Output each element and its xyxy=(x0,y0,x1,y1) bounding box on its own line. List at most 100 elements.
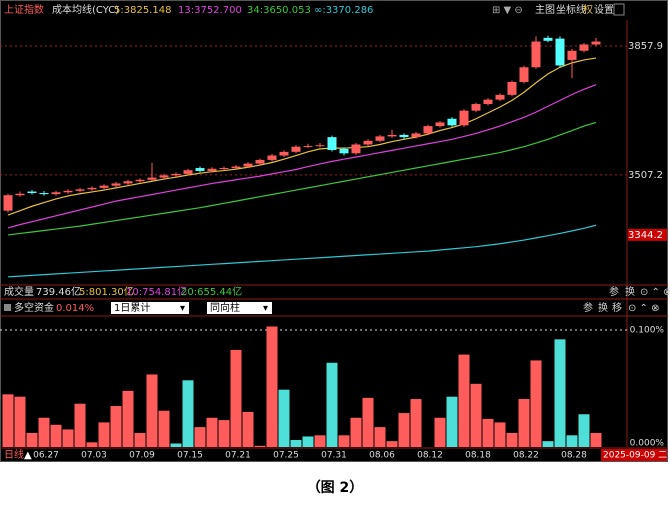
candle-body xyxy=(135,179,145,182)
bar xyxy=(338,435,350,447)
candle-body xyxy=(291,146,301,152)
bar xyxy=(506,432,518,447)
bar xyxy=(194,427,206,447)
bar xyxy=(158,410,170,447)
toolbar-item[interactable]: 主图 xyxy=(535,4,555,16)
bar xyxy=(398,413,410,447)
bar xyxy=(410,399,422,447)
tool[interactable]: 移 xyxy=(612,301,622,314)
candle-body xyxy=(183,170,193,174)
bar xyxy=(50,424,62,447)
indicator-name: 成本均线(CYC) xyxy=(52,3,119,16)
candle-body xyxy=(531,41,541,68)
toolbar-item[interactable]: 设置 xyxy=(594,4,614,16)
candle-body xyxy=(15,193,25,196)
volume-ma: 20:655.44亿 xyxy=(181,285,242,298)
ma-label: 34:3650.053 xyxy=(247,5,311,16)
x-tick-label: 08.12 xyxy=(417,451,443,461)
candle-body xyxy=(63,190,73,193)
icon[interactable]: ⊙ ⌃ ⊗ xyxy=(640,287,670,298)
bar xyxy=(62,429,74,447)
candle-body xyxy=(591,41,601,45)
bar xyxy=(182,380,194,447)
dropdown[interactable] xyxy=(207,302,272,314)
candle-body xyxy=(339,148,349,154)
candle-body xyxy=(351,144,361,154)
bar xyxy=(542,441,554,447)
candle-body xyxy=(471,104,481,111)
bar xyxy=(518,399,530,447)
bar xyxy=(554,339,566,447)
dropdown[interactable] xyxy=(111,302,189,314)
bar xyxy=(86,442,98,447)
y-tick-label: 0.100% xyxy=(630,326,665,336)
candle-body xyxy=(579,44,589,51)
tool[interactable]: 换 xyxy=(625,285,635,298)
x-tick-label: 07.03 xyxy=(81,451,107,461)
price-marker-label: 3344.2 xyxy=(628,230,663,241)
candle-body xyxy=(483,99,493,105)
bar xyxy=(98,422,110,447)
dropdown-text[interactable]: 同向柱 xyxy=(210,301,240,314)
bar xyxy=(302,436,314,447)
bar xyxy=(530,360,542,447)
y-tick-label: 3507.2 xyxy=(628,170,663,181)
dropdown-text[interactable]: 1日累计 xyxy=(114,301,150,314)
fund-value: 0.014% xyxy=(56,303,94,314)
candle-body xyxy=(243,163,253,167)
bar xyxy=(482,418,494,447)
candle-body xyxy=(315,145,325,147)
icon[interactable]: ▲ xyxy=(24,450,32,461)
candle-body xyxy=(267,155,277,160)
candle-body xyxy=(99,185,109,188)
fund-title: 多空资金 xyxy=(14,301,54,314)
candle-body xyxy=(507,81,517,95)
toolbar-item[interactable]: 坐标线 xyxy=(556,3,586,16)
bar xyxy=(494,422,506,447)
tool[interactable]: 换 xyxy=(598,301,608,314)
ma-label: ∞:3370.286 xyxy=(314,5,373,16)
icon[interactable]: ⊙ ⌃ ⊗ xyxy=(628,303,660,314)
bar xyxy=(254,445,266,447)
candle-body xyxy=(123,181,133,184)
candle-body xyxy=(207,168,217,171)
tool[interactable]: 参 xyxy=(583,301,593,314)
toolbar-item[interactable]: 权 xyxy=(583,3,593,16)
dropdown-arrow[interactable]: ▾ xyxy=(180,303,185,314)
x-tick-label: 07.15 xyxy=(177,451,203,461)
bar xyxy=(206,417,218,447)
candle-body xyxy=(567,50,577,60)
candle-body xyxy=(27,191,37,194)
x-tick-label: 08.22 xyxy=(513,451,539,461)
dropdown-arrow[interactable]: ▾ xyxy=(263,303,268,314)
candle-body xyxy=(387,134,397,137)
x-axis-label: 日线 xyxy=(4,448,24,461)
ma-line xyxy=(7,84,597,229)
bar xyxy=(362,397,374,447)
bar xyxy=(374,427,386,447)
ma-label: 5:3825.148 xyxy=(114,5,171,16)
bar xyxy=(290,439,302,447)
x-tick-label: 08.28 xyxy=(561,451,587,461)
candle-body xyxy=(219,168,229,170)
candle-body xyxy=(111,183,121,186)
bar xyxy=(350,417,362,447)
candle-body xyxy=(3,195,13,211)
x-tick-label: 06.27 xyxy=(33,451,59,461)
icon[interactable]: ⊞ ▼ ⊖ xyxy=(492,5,523,16)
bar xyxy=(266,326,278,447)
panel-border xyxy=(0,0,668,462)
bar xyxy=(146,374,158,447)
candle-body xyxy=(255,159,265,164)
icon[interactable] xyxy=(613,3,625,16)
volume-ma: 10:754.81亿 xyxy=(126,285,187,298)
bar xyxy=(470,383,482,447)
bar xyxy=(170,443,182,447)
cursor-date-box xyxy=(601,449,667,461)
x-tick-label: 08.06 xyxy=(369,451,395,461)
candle-body xyxy=(171,173,181,176)
x-tick-label: 07.21 xyxy=(225,451,251,461)
tool[interactable]: 参 xyxy=(609,285,619,298)
price-marker-box xyxy=(628,228,667,241)
caption: （图 2） xyxy=(307,480,364,496)
